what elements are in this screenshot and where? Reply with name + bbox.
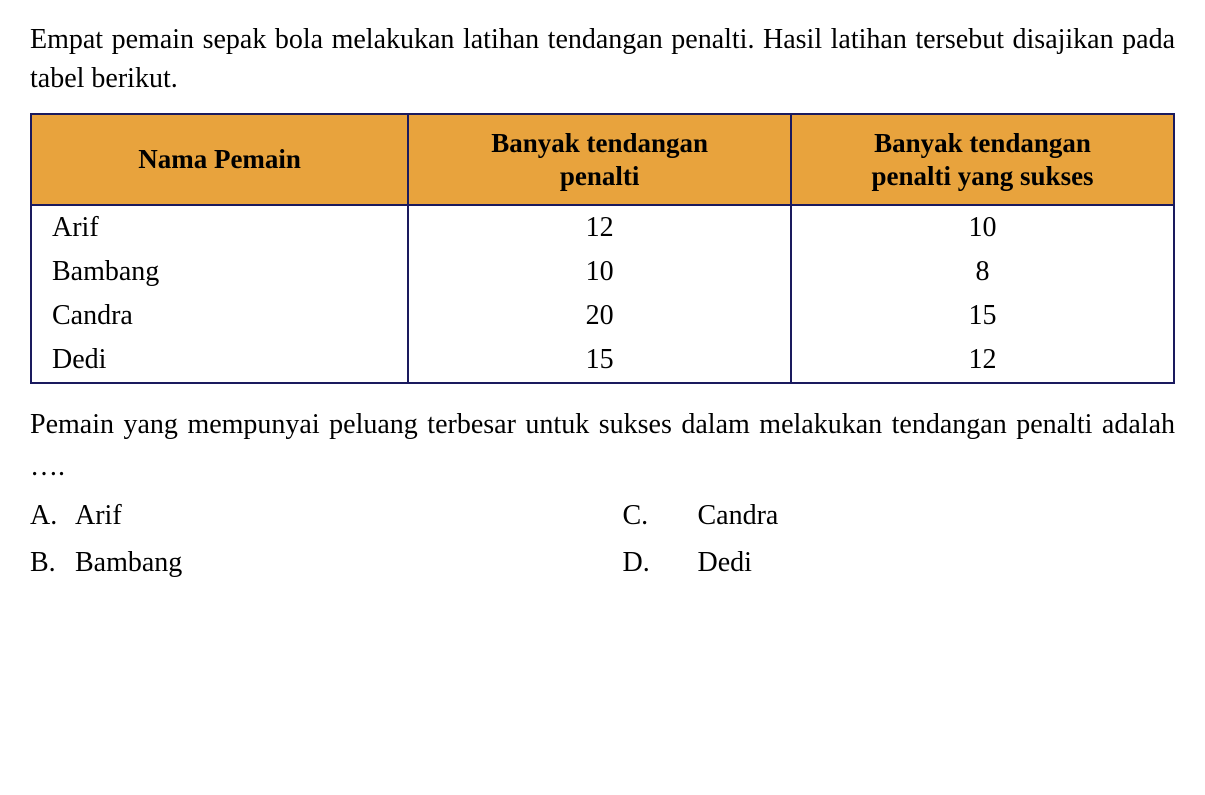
row-name: Bambang [31, 250, 408, 294]
header-sukses: Banyak tendangan penalti yang sukses [791, 114, 1174, 205]
row-success: 15 [791, 294, 1174, 338]
option-letter-c: C. [623, 500, 698, 532]
options-grid: A. Arif C. Candra B. Bambang D. Dedi [30, 500, 1175, 579]
penalty-table: Nama Pemain Banyak tendangan penalti Ban… [30, 113, 1175, 384]
table-row: Bambang 10 8 [31, 250, 1174, 294]
option-text-c: Candra [698, 500, 779, 532]
row-attempts: 10 [408, 250, 791, 294]
option-c: C. Candra [623, 500, 1176, 532]
option-d: D. Dedi [623, 547, 1176, 579]
option-text-d: Dedi [698, 547, 752, 579]
table-row: Candra 20 15 [31, 294, 1174, 338]
table-header-row: Nama Pemain Banyak tendangan penalti Ban… [31, 114, 1174, 205]
option-text-b: Bambang [75, 547, 182, 579]
option-a: A. Arif [30, 500, 583, 532]
option-text-a: Arif [75, 500, 122, 532]
header-tendangan: Banyak tendangan penalti [408, 114, 791, 205]
row-attempts: 15 [408, 338, 791, 383]
option-b: B. Bambang [30, 547, 583, 579]
question-prompt: Pemain yang mempunyai peluang terbesar u… [30, 404, 1175, 488]
row-attempts: 12 [408, 205, 791, 250]
row-name: Dedi [31, 338, 408, 383]
row-name: Candra [31, 294, 408, 338]
row-success: 8 [791, 250, 1174, 294]
option-letter-d: D. [623, 547, 698, 579]
row-name: Arif [31, 205, 408, 250]
option-letter-a: A. [30, 500, 75, 532]
row-attempts: 20 [408, 294, 791, 338]
header-col2-line2: penalti [560, 161, 640, 191]
table-row: Dedi 15 12 [31, 338, 1174, 383]
header-col3-line2: penalti yang sukses [872, 161, 1094, 191]
question-intro: Empat pemain sepak bola melakukan latiha… [30, 20, 1175, 98]
header-col3-line1: Banyak tendangan [874, 128, 1091, 158]
table-row: Arif 12 10 [31, 205, 1174, 250]
header-col2-line1: Banyak tendangan [491, 128, 708, 158]
option-letter-b: B. [30, 547, 75, 579]
header-nama: Nama Pemain [31, 114, 408, 205]
row-success: 10 [791, 205, 1174, 250]
row-success: 12 [791, 338, 1174, 383]
